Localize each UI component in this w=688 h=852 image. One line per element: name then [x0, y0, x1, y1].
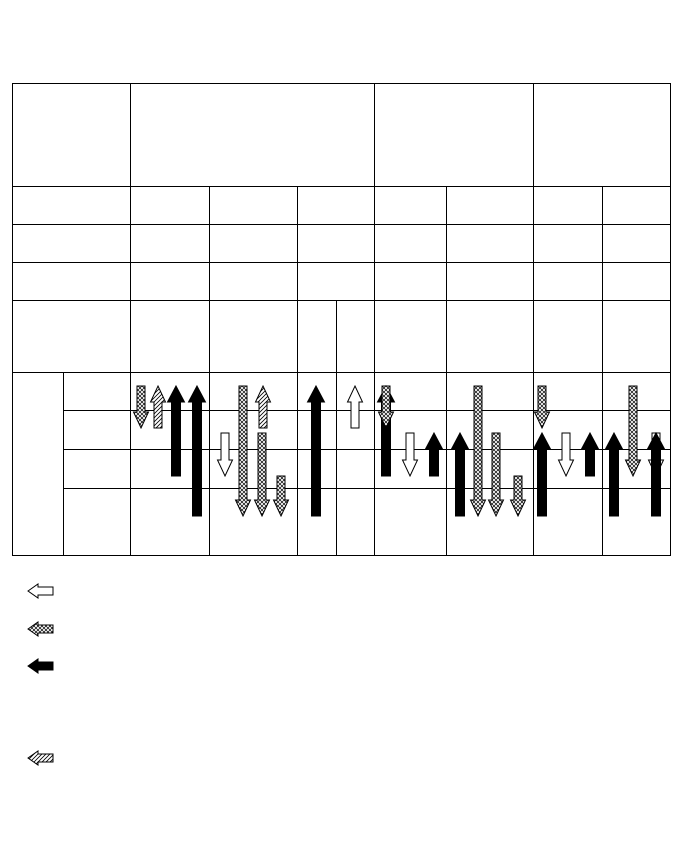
crosshatch-down-arrow-icon [234, 385, 252, 518]
open-arrow-icon [27, 583, 54, 599]
solid-up-arrow-icon [604, 431, 624, 517]
solid-up-arrow-icon [646, 431, 666, 517]
solid-up-arrow-icon [580, 431, 600, 477]
crosshatch-down-arrow-icon [509, 475, 527, 518]
solid-up-arrow-icon [450, 431, 470, 517]
table-column-lines [63, 83, 603, 556]
crosshatch-down-arrow-icon [132, 385, 150, 430]
hatch-up-arrow-icon [149, 384, 167, 429]
crosshatch-down-arrow-icon [624, 385, 642, 478]
crosshatch-down-arrow-icon [272, 475, 290, 518]
solid-arrow-icon [27, 658, 54, 674]
crosshatch-down-arrow-icon [469, 385, 487, 518]
solid-up-arrow-icon [187, 384, 207, 517]
table-row-lines [12, 186, 671, 489]
open-down-arrow-icon [401, 432, 419, 478]
solid-up-arrow-icon [306, 384, 326, 517]
open-down-arrow-icon [216, 432, 234, 478]
solid-up-arrow-icon [166, 384, 186, 477]
open-up-arrow-icon [346, 384, 364, 429]
crosshatch-down-arrow-icon [377, 385, 395, 430]
hatch-up-arrow-icon [254, 384, 272, 429]
arrows-layer [132, 384, 666, 518]
solid-up-arrow-icon [532, 431, 552, 517]
solid-up-arrow-icon [424, 431, 444, 477]
crosshatch-down-arrow-icon [253, 432, 271, 518]
hatched-arrow-icon [27, 750, 54, 766]
open-down-arrow-icon [557, 432, 575, 478]
crosshatch-arrow-icon [27, 621, 54, 637]
crosshatch-down-arrow-icon [487, 432, 505, 518]
legend [27, 583, 54, 766]
crosshatch-down-arrow-icon [533, 385, 551, 430]
table-frame [12, 83, 671, 556]
